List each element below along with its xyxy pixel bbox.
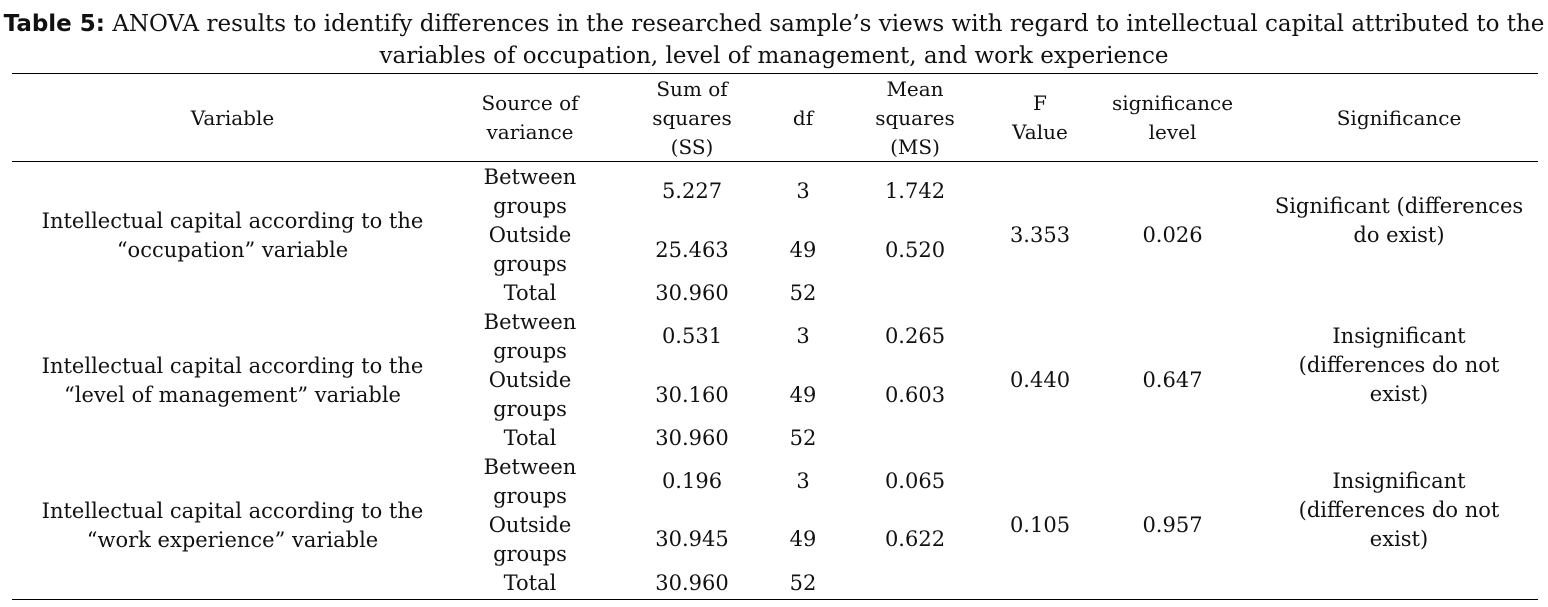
ms-value: 0.065 [884, 469, 946, 493]
group-variable: Intellectual capital according to the “w… [41, 499, 424, 552]
header-ms: Mean squares (MS) [875, 77, 955, 159]
ss-value: 30.945 [655, 527, 729, 551]
header-significance-level: significance level [1111, 91, 1234, 144]
significance-text: Insignificant (differences do not exist) [1298, 469, 1500, 551]
table-title: ANOVA results to identify differences in… [112, 11, 1545, 69]
group-variable: Intellectual capital according to the “o… [41, 209, 424, 262]
source-total: Total [503, 426, 557, 450]
df-value: 49 [789, 527, 817, 551]
group-variable: Intellectual capital according to the “l… [41, 354, 424, 407]
df-value: 3 [796, 179, 810, 203]
source-between: Between groups [483, 310, 577, 363]
ms-value: 0.603 [884, 383, 946, 407]
df-value: 52 [789, 281, 817, 305]
significance-level-value: 0.957 [1142, 513, 1203, 537]
ss-value: 0.531 [661, 324, 723, 348]
f-value: 3.353 [1009, 223, 1071, 247]
header-source: Source of variance [481, 91, 579, 144]
header-df: df [792, 106, 814, 130]
significance-text: Insignificant (differences do not exist) [1298, 324, 1500, 406]
ss-value: 30.960 [655, 426, 729, 450]
header-rule [12, 161, 1538, 162]
source-between: Between groups [483, 455, 577, 508]
header-f-value: F Value [1012, 91, 1068, 144]
top-rule [12, 73, 1538, 74]
header-ss: Sum of squares (SS) [652, 77, 732, 159]
significance-level-value: 0.026 [1142, 223, 1203, 247]
bottom-rule [12, 599, 1538, 600]
ss-value: 25.463 [655, 238, 729, 262]
source-total: Total [503, 571, 557, 595]
ss-value: 5.227 [661, 179, 723, 203]
ms-value: 0.265 [884, 324, 946, 348]
ss-value: 0.196 [661, 469, 723, 493]
table-caption: Table 5: ANOVA results to identify diffe… [0, 8, 1548, 72]
f-value: 0.440 [1009, 368, 1071, 392]
ms-value: 1.742 [884, 179, 946, 203]
ss-value: 30.960 [655, 281, 729, 305]
source-outside: Outside groups [488, 513, 572, 566]
significance-text: Significant (differences do exist) [1274, 194, 1524, 247]
df-value: 3 [796, 469, 810, 493]
significance-level-value: 0.647 [1142, 368, 1203, 392]
ss-value: 30.960 [655, 571, 729, 595]
table-label: Table 5: [3, 11, 105, 37]
source-between: Between groups [483, 165, 577, 218]
header-variable: Variable [190, 106, 275, 130]
df-value: 49 [789, 383, 817, 407]
df-value: 3 [796, 324, 810, 348]
source-outside: Outside groups [488, 223, 572, 276]
source-total: Total [503, 281, 557, 305]
f-value: 0.105 [1009, 513, 1071, 537]
df-value: 52 [789, 426, 817, 450]
header-significance: Significance [1336, 106, 1462, 130]
ss-value: 30.160 [655, 383, 729, 407]
ms-value: 0.520 [884, 238, 946, 262]
df-value: 49 [789, 238, 817, 262]
df-value: 52 [789, 571, 817, 595]
source-outside: Outside groups [488, 368, 572, 421]
ms-value: 0.622 [884, 527, 946, 551]
